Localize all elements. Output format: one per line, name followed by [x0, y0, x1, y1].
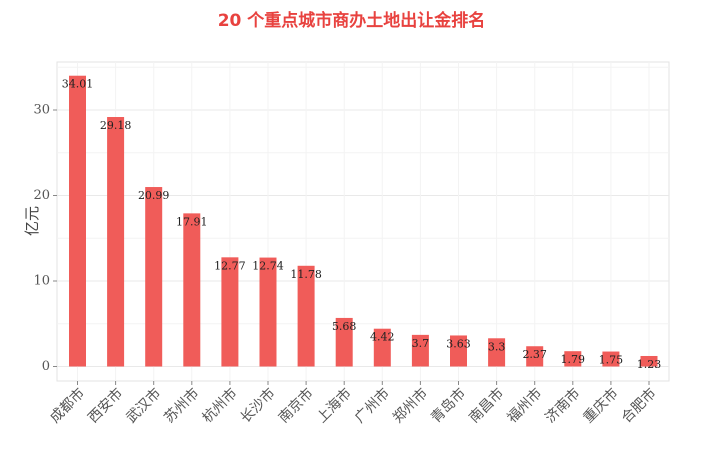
data-label: 2.37 — [522, 348, 547, 361]
bar — [183, 213, 201, 367]
data-label: 1.23 — [637, 358, 662, 371]
x-tick-label: 合肥市 — [618, 385, 660, 427]
bar — [145, 187, 163, 367]
data-label: 3.63 — [446, 337, 471, 350]
bar — [640, 355, 658, 367]
data-label: 5.68 — [332, 320, 357, 333]
x-tick-label: 上海市 — [313, 385, 355, 427]
y-tick-label: 0 — [42, 359, 50, 374]
x-tick-label: 南京市 — [275, 385, 317, 427]
bar — [373, 328, 391, 367]
data-label: 4.42 — [370, 331, 395, 344]
data-label: 1.79 — [561, 353, 586, 366]
bar — [411, 334, 429, 367]
data-labels: 34.01 29.18 20.99 17.91 12.77 12.74 11.78 5.68 4… — [62, 78, 662, 371]
x-tick-label: 济南市 — [542, 385, 584, 427]
chart-title: 20 个重点城市商办土地出让金排名 — [217, 11, 486, 31]
bar — [335, 317, 353, 367]
bar — [450, 335, 467, 367]
bar — [107, 117, 125, 367]
x-tick-label: 青岛市 — [427, 385, 469, 427]
data-label: 3.3 — [488, 340, 506, 353]
y-axis: 0 10 20 30 — [33, 103, 57, 374]
data-label: 11.78 — [290, 268, 322, 281]
data-label: 29.18 — [100, 119, 132, 132]
y-tick-label: 10 — [33, 274, 50, 289]
x-tick-label: 武汉市 — [123, 385, 165, 427]
data-label: 17.91 — [176, 215, 208, 228]
bar — [297, 265, 315, 367]
bar — [602, 351, 620, 367]
data-label: 34.01 — [62, 78, 94, 91]
bar — [221, 257, 239, 367]
x-tick-label: 广州市 — [351, 385, 393, 427]
x-tick-label: 南昌市 — [466, 385, 508, 427]
x-tick-label: 郑州市 — [389, 385, 431, 427]
y-tick-label: 20 — [33, 188, 50, 203]
y-tick-label: 30 — [33, 103, 50, 118]
data-label: 3.7 — [412, 337, 430, 350]
bar — [488, 338, 506, 367]
data-label: 12.77 — [214, 259, 246, 272]
bar — [259, 257, 277, 367]
data-label: 12.74 — [252, 260, 284, 273]
y-axis-label: 亿元 — [23, 206, 41, 236]
bars — [69, 75, 658, 367]
x-tick-label: 杭州市 — [199, 385, 241, 427]
data-label: 1.75 — [599, 354, 624, 367]
data-label: 20.99 — [138, 189, 170, 202]
x-tick-label: 长沙市 — [237, 385, 279, 427]
x-tick-label: 成都市 — [46, 385, 88, 427]
x-tick-label: 重庆市 — [580, 385, 622, 427]
bar — [526, 346, 544, 367]
x-tick-label: 福州市 — [504, 385, 546, 427]
bar — [69, 75, 86, 367]
x-axis: 成都市西安市武汉市苏州市杭州市长沙市南京市上海市广州市郑州市青岛市南昌市福州市济… — [46, 381, 660, 427]
x-tick-label: 苏州市 — [161, 385, 203, 427]
bar — [564, 351, 582, 367]
x-tick-label: 西安市 — [85, 385, 127, 427]
